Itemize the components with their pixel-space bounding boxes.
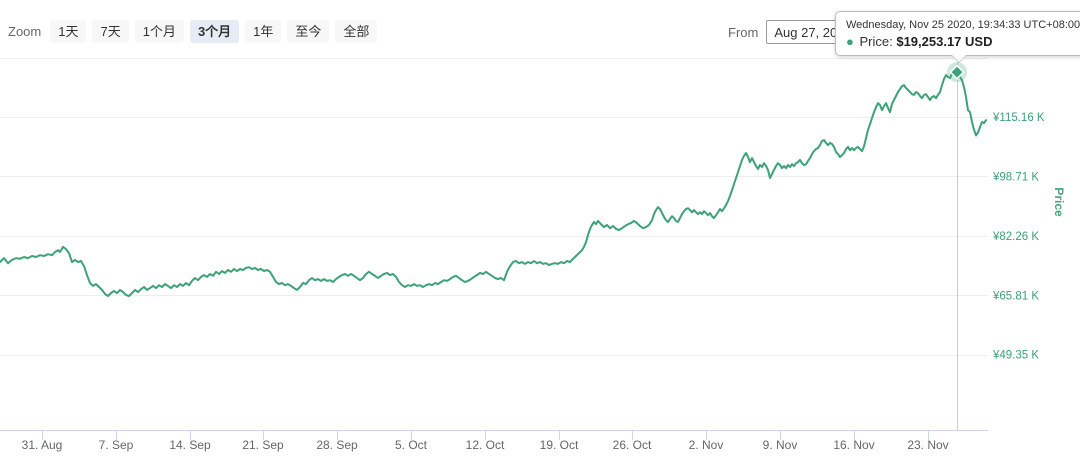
x-axis-label: 14. Sep <box>169 438 211 452</box>
series-bullet-icon: ● <box>846 34 854 49</box>
tooltip-price-value: $19,253.17 USD <box>896 34 993 49</box>
zoom-button-至今[interactable]: 至今 <box>287 20 330 43</box>
zoom-button-1个月[interactable]: 1个月 <box>134 20 184 43</box>
tooltip-price-row: ● Price: $19,253.17 USD <box>846 34 1080 49</box>
y-axis-label: ¥98.71 K <box>992 171 1039 183</box>
zoom-button-全部[interactable]: 全部 <box>335 20 378 43</box>
zoom-buttons: 1天 7天 1个月 3个月 1年 至今 全部 <box>50 20 378 43</box>
x-axis-label: 23. Nov <box>907 438 948 452</box>
x-axis-label: 16. Nov <box>833 438 874 452</box>
y-axis-label: ¥65.81 K <box>992 290 1039 302</box>
y-axis-label: ¥82.26 K <box>992 231 1039 243</box>
y-axis-title: Price <box>1052 187 1066 217</box>
x-axis-label: 31. Aug <box>22 438 63 452</box>
price-line <box>0 71 987 297</box>
x-axis-label: 19. Oct <box>540 438 579 452</box>
zoom-button-7天[interactable]: 7天 <box>92 20 129 43</box>
chart-tooltip: Wednesday, Nov 25 2020, 19:34:33 UTC+08:… <box>835 11 1080 63</box>
zoom-toolbar: Zoom 1天 7天 1个月 3个月 1年 至今 全部 <box>8 20 378 43</box>
tooltip-series-label: Price: <box>859 34 893 49</box>
x-axis-label: 9. Nov <box>763 438 798 452</box>
x-axis-label: 28. Sep <box>316 438 358 452</box>
highlight-marker-diamond <box>949 64 965 80</box>
y-axis-label: ¥115.16 K <box>992 112 1045 124</box>
x-axis-label: 21. Sep <box>242 438 284 452</box>
from-label: From <box>728 24 759 40</box>
zoom-label: Zoom <box>8 24 42 39</box>
zoom-button-1年[interactable]: 1年 <box>245 20 282 43</box>
tooltip-datetime: Wednesday, Nov 25 2020, 19:34:33 UTC+08:… <box>846 19 1080 31</box>
x-axis-label: 5. Oct <box>395 438 428 452</box>
x-axis-label: 7. Sep <box>99 438 134 452</box>
zoom-button-1天[interactable]: 1天 <box>50 20 87 43</box>
y-axis-label: ¥49.35 K <box>992 350 1039 362</box>
x-axis-label: 2. Nov <box>689 438 724 452</box>
x-axis-label: 12. Oct <box>466 438 505 452</box>
x-axis-label: 26. Oct <box>613 438 652 452</box>
zoom-button-3个月[interactable]: 3个月 <box>189 20 240 43</box>
